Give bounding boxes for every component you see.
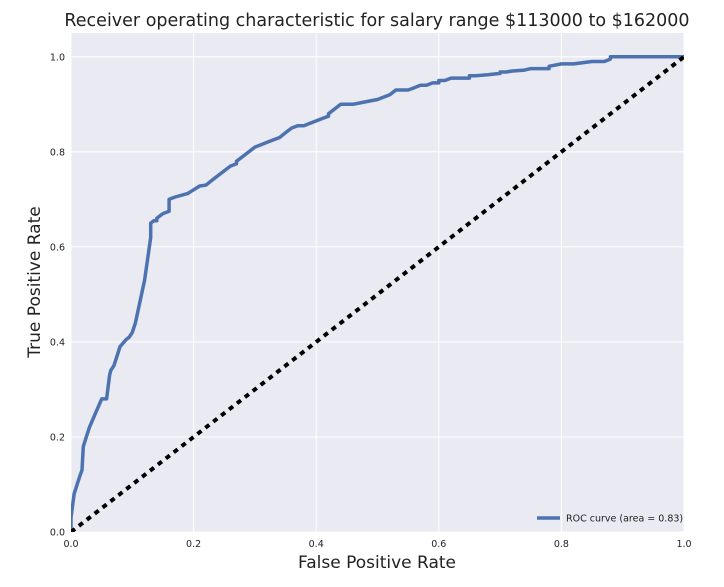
- x-tick-label-4: 0.8: [554, 539, 569, 550]
- plot-background: [71, 33, 684, 532]
- y-tick-label-1: 0.2: [50, 432, 65, 443]
- legend: ROC curve (area = 0.83): [537, 514, 683, 525]
- y-tick-label-0: 0.0: [50, 528, 65, 539]
- y-tick-label-3: 0.6: [50, 242, 65, 253]
- y-axis-label: True Positive Rate: [25, 206, 45, 358]
- roc-curve-line: [71, 55, 684, 532]
- chart-title: Receiver operating characteristic for sa…: [64, 11, 689, 31]
- series-layer: [71, 55, 684, 532]
- x-tick-label-5: 1.0: [676, 539, 691, 550]
- x-tick-label-2: 0.4: [309, 539, 324, 550]
- y-tick-label-4: 0.8: [50, 147, 65, 158]
- legend-label-roc: ROC curve (area = 0.83): [566, 514, 683, 525]
- y-tick-label-5: 1.0: [50, 52, 65, 63]
- tick-labels: 0.0 0.2 0.4 0.6 0.8 1.0 0.0 0.2 0.4 0.6 0.8 1.0: [50, 52, 692, 550]
- x-tick-label-1: 0.2: [186, 539, 201, 550]
- x-axis-label: False Positive Rate: [298, 553, 456, 573]
- grid-lines: [70, 33, 685, 533]
- x-tick-label-0: 0.0: [63, 539, 78, 550]
- y-tick-label-2: 0.4: [50, 337, 65, 348]
- x-tick-label-3: 0.6: [431, 539, 446, 550]
